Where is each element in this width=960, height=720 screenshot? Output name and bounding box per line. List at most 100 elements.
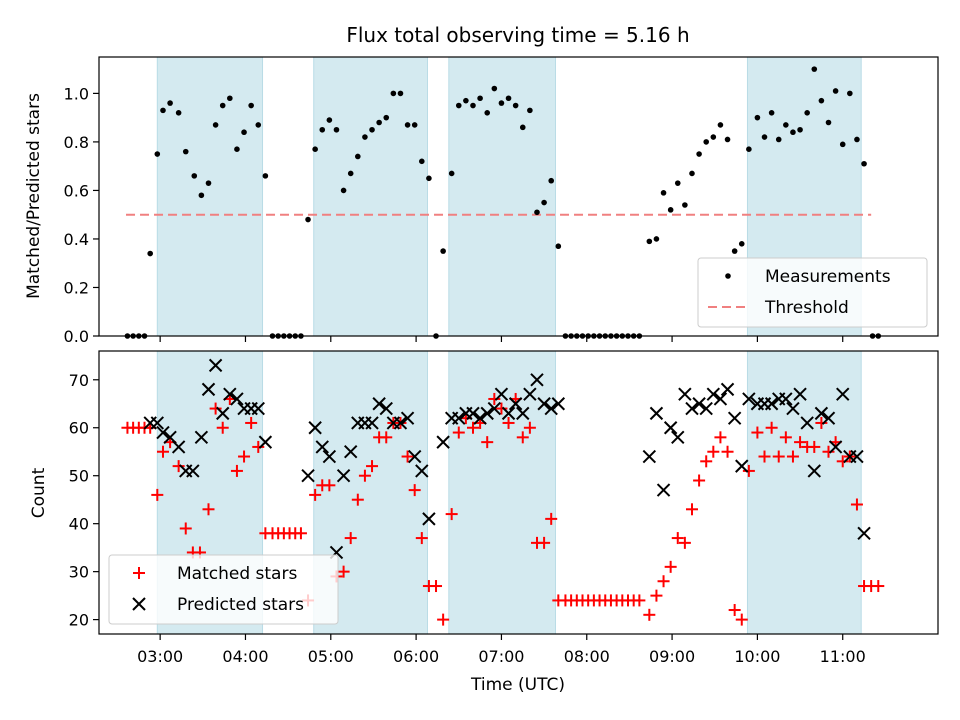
x-tick-label: 08:00 bbox=[564, 647, 610, 666]
matched-star-point bbox=[808, 440, 821, 453]
measurement-point bbox=[804, 110, 810, 116]
measurement-point bbox=[646, 238, 653, 245]
predicted-star-point bbox=[713, 392, 728, 406]
measurement-point bbox=[426, 175, 432, 182]
measurement-point bbox=[355, 153, 361, 160]
measurement-point bbox=[440, 248, 446, 254]
measurement-point bbox=[519, 124, 526, 131]
measurement-point bbox=[463, 97, 469, 104]
predicted-star-point bbox=[814, 406, 829, 421]
measurement-point bbox=[498, 100, 505, 106]
measurement-point bbox=[484, 110, 491, 116]
predicted-star-point bbox=[466, 406, 480, 421]
measurement-point bbox=[724, 136, 731, 143]
measurement-point bbox=[682, 202, 688, 208]
measurement-point bbox=[811, 66, 818, 72]
measurement-point bbox=[312, 146, 318, 152]
measurement-point bbox=[383, 114, 390, 121]
measurement-point bbox=[541, 199, 547, 206]
matched-star-point bbox=[700, 455, 713, 468]
measurement-point bbox=[703, 139, 710, 145]
predicted-star-point bbox=[828, 440, 843, 454]
measurement-point bbox=[411, 122, 418, 128]
measurement-point bbox=[854, 136, 860, 143]
predicted-star-point bbox=[365, 416, 379, 430]
y-tick-label: 60 bbox=[69, 419, 89, 438]
matched-star-point bbox=[238, 450, 251, 463]
legend-marker-predicted-stars bbox=[132, 597, 146, 611]
measurement-point bbox=[512, 102, 519, 109]
measurement-point bbox=[227, 95, 233, 102]
predicted-star-point bbox=[487, 401, 502, 416]
matched-star-point bbox=[216, 421, 229, 434]
matched-star-point bbox=[466, 421, 479, 434]
matched-star-point bbox=[252, 440, 265, 453]
y-tick-label: 0.0 bbox=[64, 327, 89, 346]
matched-star-point bbox=[815, 416, 828, 429]
measurement-point bbox=[783, 122, 789, 128]
bottom-y-ticks: 20 30 40 50 60 70 bbox=[69, 371, 99, 630]
matched-star-point bbox=[721, 445, 734, 458]
predicted-star-point bbox=[301, 469, 315, 483]
matched-star-point bbox=[772, 450, 785, 463]
predicted-star-point bbox=[473, 411, 487, 425]
predicted-star-point bbox=[779, 392, 793, 406]
legend-label-predicted-stars: Predicted stars bbox=[177, 595, 304, 615]
legend-marker-measurements bbox=[725, 273, 731, 279]
observing-interval-shade bbox=[156, 56, 264, 337]
predicted-star-point bbox=[807, 464, 821, 478]
measurement-point bbox=[319, 126, 326, 133]
measurement-point bbox=[818, 97, 825, 104]
predicted-star-point bbox=[735, 459, 749, 473]
matched-star-point bbox=[707, 445, 720, 458]
measurement-point bbox=[534, 209, 540, 216]
measurement-point bbox=[182, 148, 189, 155]
measurement-point bbox=[241, 129, 247, 136]
matched-star-point bbox=[156, 445, 169, 458]
observing-interval-shade bbox=[313, 56, 428, 337]
measurement-point bbox=[191, 173, 198, 179]
top-legend-box bbox=[697, 257, 928, 328]
predicted-star-point bbox=[171, 440, 186, 454]
bottom-x-ticks: 03:00 04:00 05:00 06:00 07:00 08:00 09:00 10:00… bbox=[137, 634, 866, 666]
predicted-star-point bbox=[251, 401, 265, 416]
measurement-point bbox=[761, 134, 768, 140]
measurement-point bbox=[731, 248, 738, 254]
x-axis-label: Time (UTC) bbox=[470, 675, 565, 695]
top-x-ticks bbox=[159, 336, 844, 342]
y-tick-label: 30 bbox=[69, 563, 89, 582]
matched-star-point bbox=[765, 421, 778, 434]
predicted-star-point bbox=[501, 406, 516, 421]
predicted-star-point bbox=[336, 469, 351, 483]
y-tick-label: 0.8 bbox=[64, 133, 89, 152]
predicted-star-point bbox=[400, 411, 415, 425]
measurement-point bbox=[305, 216, 311, 223]
matched-star-point bbox=[671, 532, 684, 545]
predicted-star-point bbox=[415, 464, 429, 478]
measurement-point bbox=[333, 126, 340, 133]
predicted-star-point bbox=[692, 397, 706, 411]
matched-star-point bbox=[664, 560, 677, 573]
measurement-point bbox=[790, 129, 796, 136]
measurement-point bbox=[825, 119, 832, 126]
x-tick-label: 09:00 bbox=[649, 647, 695, 666]
matched-star-point bbox=[714, 431, 727, 444]
matched-star-point bbox=[323, 479, 336, 492]
top-y-ticks: 0.0 0.2 0.4 0.6 0.8 1.0 bbox=[64, 84, 99, 346]
predicted-star-point bbox=[764, 397, 779, 411]
measurement-point bbox=[167, 100, 173, 106]
predicted-star-point bbox=[857, 526, 871, 540]
predicted-star-point bbox=[508, 397, 523, 411]
measurement-point bbox=[326, 117, 333, 123]
matched-star-point bbox=[380, 431, 393, 444]
measurement-point bbox=[347, 170, 354, 177]
measurement-point bbox=[390, 90, 397, 97]
measurement-point bbox=[369, 126, 375, 133]
predicted-star-point bbox=[850, 449, 864, 464]
measurement-point bbox=[448, 170, 455, 177]
predicted-star-point bbox=[372, 397, 386, 411]
predicted-star-point bbox=[537, 397, 551, 411]
y-tick-label: 0.2 bbox=[64, 278, 89, 297]
matched-star-point bbox=[344, 532, 357, 545]
